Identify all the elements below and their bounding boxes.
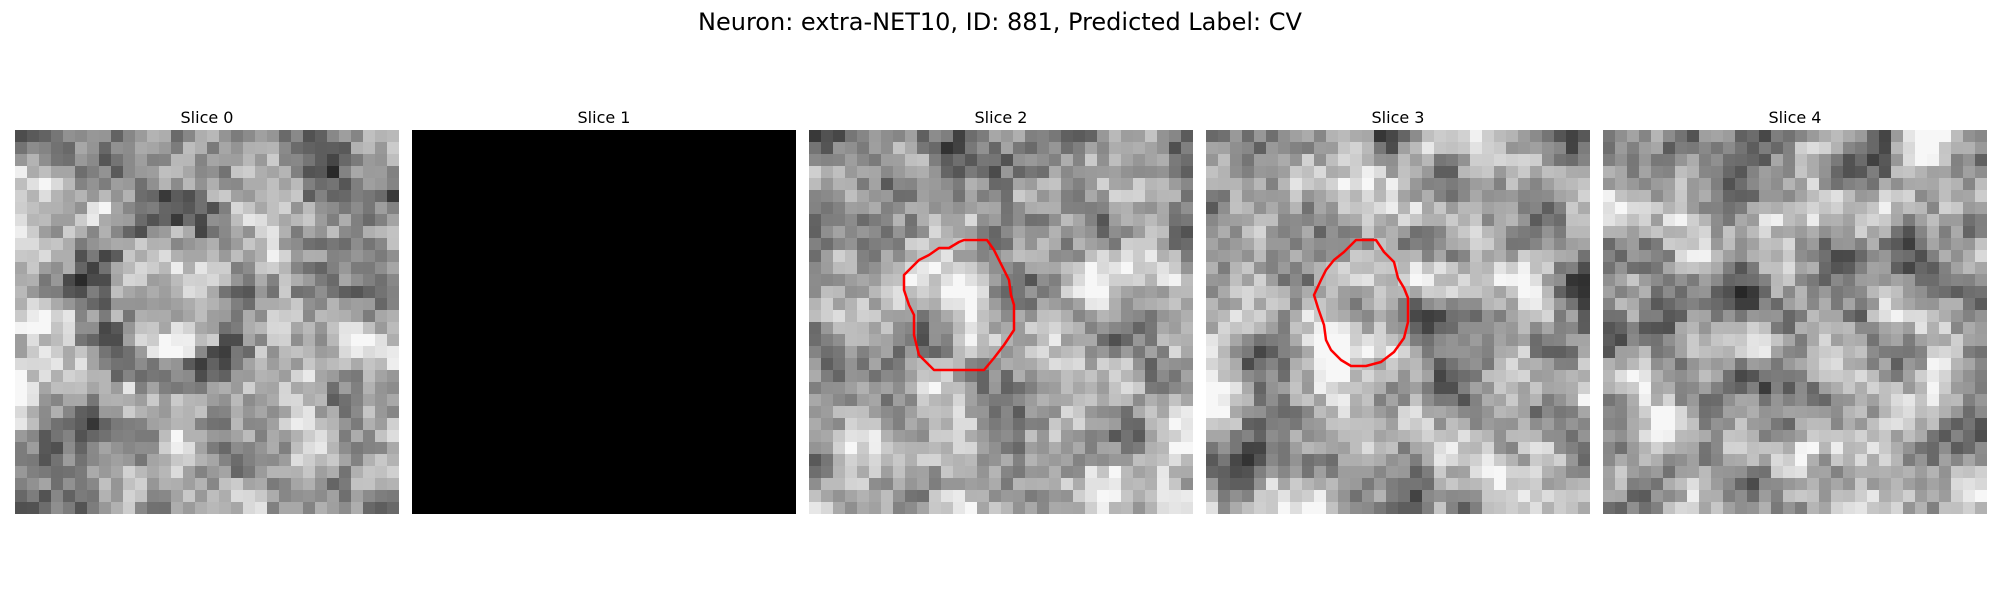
slice-panel-0: Slice 0 bbox=[15, 108, 399, 514]
slice-image bbox=[1603, 130, 1987, 514]
slice-title: Slice 4 bbox=[1768, 108, 1822, 127]
figure-title: Neuron: extra-NET10, ID: 881, Predicted … bbox=[698, 8, 1302, 36]
slice-panel-1: Slice 1 bbox=[412, 108, 796, 514]
slice-title: Slice 1 bbox=[577, 108, 631, 127]
slice-panel-3: Slice 3 bbox=[1206, 108, 1590, 514]
slice-canvas bbox=[1603, 130, 1987, 514]
slice-canvas bbox=[412, 130, 796, 514]
blank-slice bbox=[412, 130, 796, 514]
slice-image bbox=[809, 130, 1193, 514]
slice-image bbox=[412, 130, 796, 514]
slice-image bbox=[15, 130, 399, 514]
segmentation-contour bbox=[1312, 238, 1410, 368]
slice-title: Slice 0 bbox=[180, 108, 234, 127]
slice-panel-2: Slice 2 bbox=[809, 108, 1193, 514]
slice-title: Slice 3 bbox=[1371, 108, 1425, 127]
slice-panel-4: Slice 4 bbox=[1603, 108, 1987, 514]
slice-canvas bbox=[15, 130, 399, 514]
slice-canvas bbox=[1206, 130, 1590, 514]
slice-image bbox=[1206, 130, 1590, 514]
segmentation-contour bbox=[902, 238, 1016, 372]
slice-canvas bbox=[809, 130, 1193, 514]
slice-title: Slice 2 bbox=[974, 108, 1028, 127]
